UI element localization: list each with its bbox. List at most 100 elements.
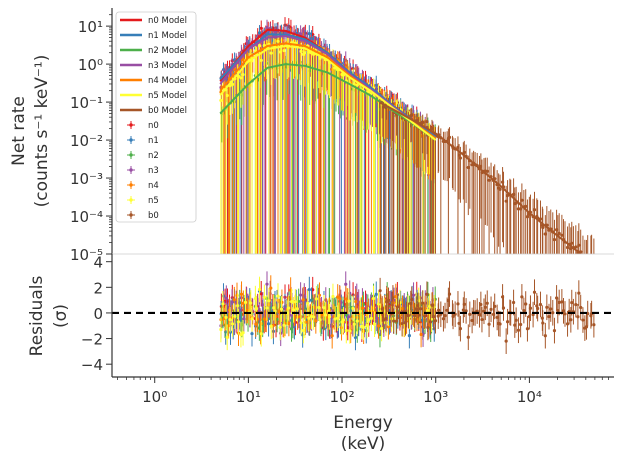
residuals-y-tick-label: 4 (93, 254, 103, 272)
spectrum-y-label-line1: Net rate (9, 96, 29, 166)
data-point (590, 256, 593, 259)
data-point (583, 261, 586, 264)
series-n5-residuals (219, 276, 436, 351)
residual-point (430, 303, 434, 307)
residual-point (576, 315, 580, 319)
residual-point (328, 324, 332, 328)
residual-point (358, 309, 362, 313)
data-point (307, 32, 311, 36)
residuals-plot-area (112, 271, 614, 354)
x-tick-label: 10¹ (236, 388, 261, 406)
residual-point (301, 328, 305, 333)
residual-point (410, 297, 414, 302)
legend-point-swatch (129, 198, 133, 202)
residual-point (241, 331, 245, 335)
residual-point (412, 313, 417, 318)
residual-point (249, 301, 253, 305)
spectrum-y-tick-label: 10⁻⁵ (70, 246, 103, 264)
residual-point (333, 317, 337, 321)
residual-point (400, 321, 404, 326)
residual-point (581, 318, 585, 322)
model-line-n2 (219, 63, 437, 141)
residual-point (352, 322, 356, 326)
legend-label: n5 (148, 196, 159, 206)
residual-point (407, 334, 411, 338)
data-point (585, 261, 588, 264)
residual-point (417, 313, 421, 317)
residual-point (437, 308, 441, 312)
residual-point (322, 306, 326, 310)
residual-point (561, 309, 566, 313)
residual-point (432, 314, 436, 319)
legend-point-swatch (129, 183, 133, 187)
residual-point (525, 327, 530, 331)
data-point (524, 204, 528, 208)
data-point (299, 32, 303, 36)
residual-point (239, 332, 243, 337)
data-point (577, 243, 581, 247)
residual-point (376, 302, 381, 306)
residual-point (483, 305, 487, 309)
data-point (257, 31, 262, 35)
residual-point (441, 317, 446, 321)
residual-point (504, 339, 508, 343)
data-point (318, 56, 322, 61)
residual-point (419, 332, 423, 337)
residuals-y-label-line1: Residuals (27, 276, 47, 357)
residual-point (569, 318, 573, 322)
residual-point (519, 322, 523, 327)
legend-point-swatch (129, 138, 133, 142)
residual-point (239, 292, 244, 296)
residual-point (380, 326, 384, 331)
residual-point (278, 325, 282, 330)
legend-label: n2 Model (148, 46, 187, 56)
residual-point (259, 332, 263, 336)
residual-point (360, 306, 365, 310)
data-point (466, 165, 470, 170)
residual-point (221, 302, 225, 306)
residual-point (456, 302, 460, 306)
residual-point (391, 296, 395, 300)
residual-point (406, 313, 411, 318)
residual-point (365, 323, 369, 328)
residual-point (511, 300, 516, 305)
residual-point (257, 287, 262, 292)
residual-point (532, 290, 537, 294)
residual-point (421, 301, 425, 305)
data-point (570, 241, 574, 245)
residual-point (505, 320, 510, 324)
residual-point (307, 316, 311, 320)
residual-point (348, 329, 352, 333)
residual-point (470, 318, 474, 323)
legend-point-swatch (129, 168, 133, 172)
residual-point (398, 301, 402, 305)
legend-label: b0 (148, 211, 159, 221)
spectrum-y-tick-label: 10⁻¹ (70, 94, 103, 112)
residual-point (480, 317, 484, 322)
residual-point (423, 314, 427, 318)
data-point (589, 257, 592, 260)
residual-point (254, 322, 258, 326)
residual-point (283, 306, 287, 311)
residual-point (443, 313, 447, 318)
residual-point (425, 292, 429, 296)
residual-point (549, 307, 553, 311)
data-point (257, 44, 262, 48)
residual-point (556, 308, 560, 313)
data-point (269, 51, 273, 55)
spectrum-y-label-line2: (counts s⁻¹ keV⁻¹) (32, 55, 52, 208)
x-tick-label: 10³ (423, 388, 448, 406)
residual-point (318, 318, 322, 322)
data-point (485, 169, 489, 173)
residual-point (384, 316, 388, 321)
residual-point (520, 295, 524, 299)
data-point (265, 26, 269, 30)
data-point (241, 73, 245, 77)
residual-point (551, 311, 555, 315)
residual-point (269, 324, 273, 328)
residual-point (528, 306, 533, 310)
residual-point (522, 308, 526, 313)
data-point (219, 98, 223, 103)
x-axis-label-line2: (keV) (341, 434, 386, 454)
